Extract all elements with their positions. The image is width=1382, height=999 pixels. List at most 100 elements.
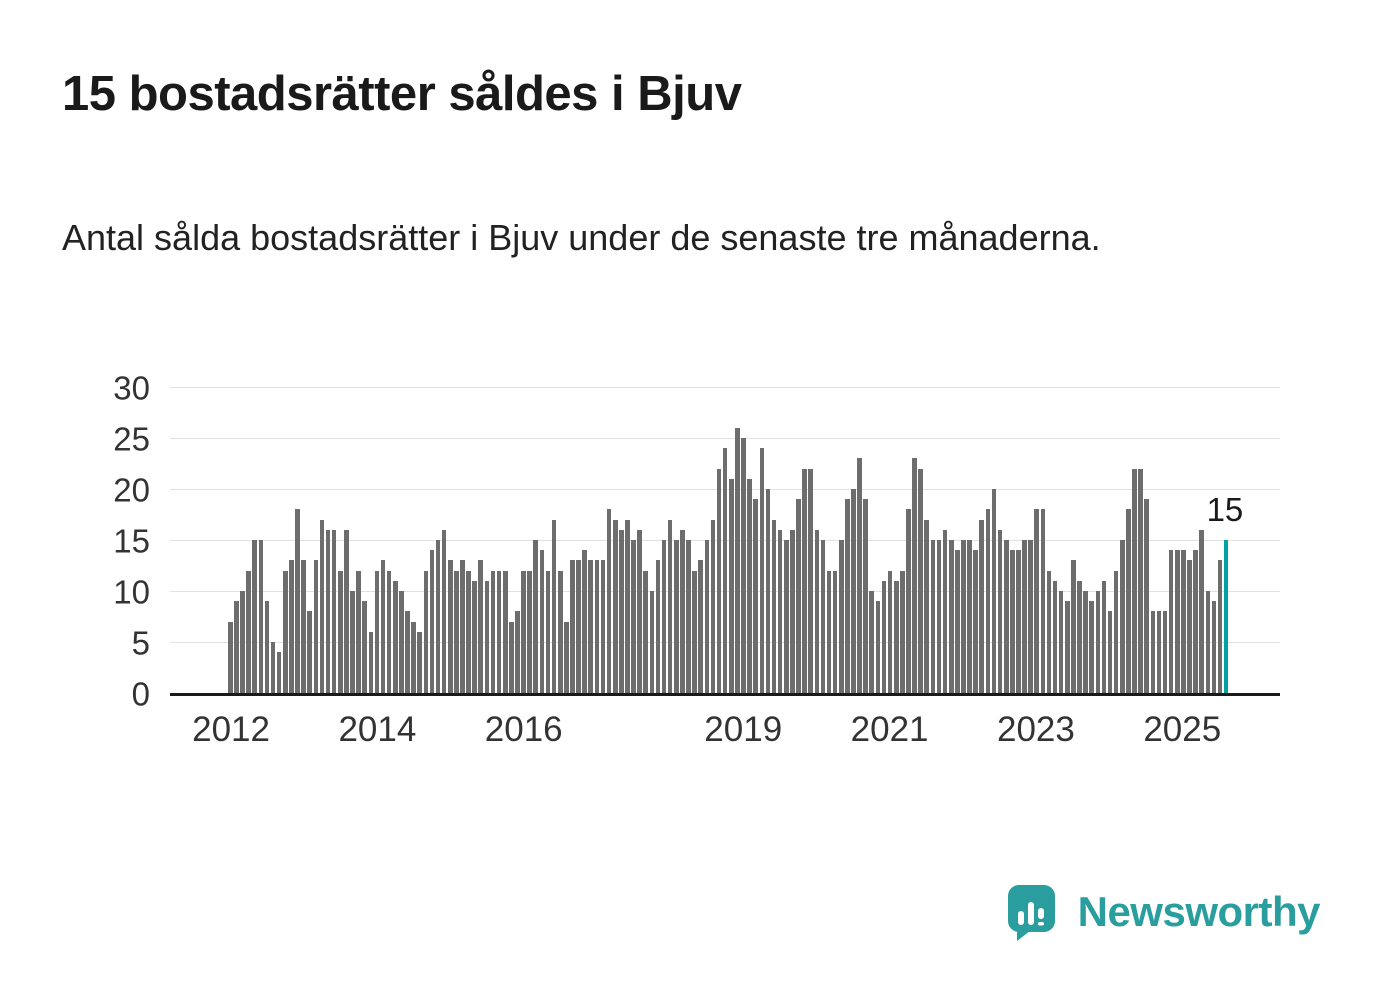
- bar: [350, 591, 355, 693]
- bar: [955, 550, 960, 693]
- bar: [1016, 550, 1021, 693]
- bar: [582, 550, 587, 693]
- bar: [454, 570, 459, 693]
- bar: [533, 540, 539, 693]
- bar: [447, 560, 453, 693]
- bar: [411, 621, 416, 693]
- bar: [875, 601, 881, 693]
- plot-area: 15: [170, 387, 1280, 696]
- y-tick-label: 15: [113, 522, 150, 560]
- bar: [509, 621, 514, 693]
- bar: [741, 438, 746, 693]
- bar: [423, 570, 429, 693]
- bar: [1052, 580, 1058, 693]
- bar: [258, 540, 264, 693]
- bar: [997, 529, 1003, 693]
- bar: [991, 489, 997, 693]
- bar: [478, 560, 484, 693]
- bar: [1174, 550, 1180, 693]
- bar: [973, 550, 978, 693]
- bar: [637, 529, 642, 693]
- bar: [777, 529, 783, 693]
- bar: [710, 519, 716, 693]
- y-tick-label: 0: [131, 675, 150, 713]
- logo-text: Newsworthy: [1077, 888, 1321, 935]
- bar: [655, 560, 661, 693]
- x-axis-labels: 2012 2014 2016 2019 2021 2023 2025: [170, 712, 1280, 762]
- bar: [863, 499, 868, 693]
- bar: [1028, 540, 1033, 693]
- bar: [1040, 509, 1046, 693]
- bar: [337, 570, 343, 693]
- bar: [380, 560, 386, 693]
- bar: [1193, 550, 1198, 693]
- bar: [1138, 468, 1143, 693]
- bar: [783, 540, 789, 693]
- bar: [893, 580, 899, 693]
- bar: [979, 519, 985, 693]
- bar: [820, 540, 826, 693]
- bar: [936, 540, 942, 693]
- bar: [673, 540, 679, 693]
- bar: [857, 458, 862, 693]
- x-tick-label: 2019: [704, 710, 783, 749]
- bar: [313, 560, 319, 693]
- bar: [796, 499, 801, 693]
- bar: [270, 642, 276, 693]
- bar: [728, 478, 734, 693]
- newsworthy-logo: Newsworthy: [1005, 883, 1321, 941]
- bar: [295, 509, 300, 693]
- bar: [435, 540, 441, 693]
- bar: [643, 570, 649, 693]
- bar: [698, 560, 704, 693]
- bar: [716, 468, 722, 693]
- bar: [1187, 560, 1192, 693]
- bar: [722, 448, 728, 693]
- bar: [765, 489, 771, 693]
- bar: [619, 529, 624, 693]
- bar: [747, 478, 752, 693]
- x-axis-line: [170, 693, 1280, 696]
- bar: [1126, 509, 1131, 693]
- bar: [496, 570, 502, 693]
- bar: [906, 509, 911, 693]
- bar: [466, 570, 471, 693]
- bar: [808, 468, 813, 693]
- bar: [680, 529, 685, 693]
- bar: [289, 560, 294, 693]
- bar: [246, 570, 251, 693]
- bar: [429, 550, 435, 693]
- bar: [588, 560, 594, 693]
- bar: [967, 540, 972, 693]
- bar: [1156, 611, 1162, 693]
- bar: [1046, 570, 1052, 693]
- bar: [551, 519, 557, 693]
- bar: [600, 560, 606, 693]
- bar: [356, 570, 361, 693]
- bar: [228, 621, 233, 693]
- bar: [319, 519, 325, 693]
- bar: [735, 427, 740, 693]
- bar: [1101, 580, 1107, 693]
- bar: [900, 570, 905, 693]
- bar: [282, 570, 288, 693]
- bar: [930, 540, 936, 693]
- bar: [1022, 540, 1027, 693]
- bar: [1211, 601, 1217, 693]
- bar: [252, 540, 258, 693]
- bar: [344, 529, 349, 693]
- bar: [264, 601, 270, 693]
- bar: [460, 560, 465, 693]
- bar: [594, 560, 600, 693]
- bar: [924, 519, 930, 693]
- bar: [1064, 601, 1070, 693]
- bar: [826, 570, 832, 693]
- bar: [649, 591, 655, 693]
- bar: [1003, 540, 1009, 693]
- bar: [918, 468, 923, 693]
- bar: [1034, 509, 1040, 693]
- bar: [545, 570, 551, 693]
- x-tick-label: 2023: [996, 710, 1075, 749]
- bar: [307, 611, 313, 693]
- bar: [1071, 560, 1076, 693]
